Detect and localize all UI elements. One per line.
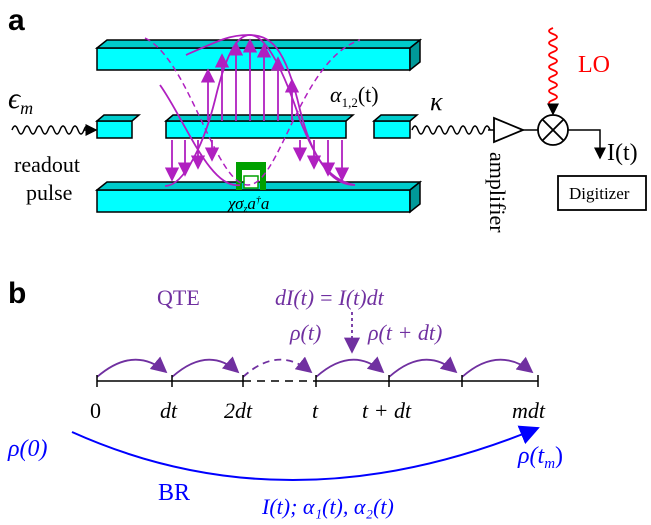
br-label: BR — [158, 480, 190, 506]
tick-t-dt: t + dt — [362, 398, 412, 423]
tick-t: t — [312, 398, 319, 423]
cavity-top-plate — [94, 38, 423, 72]
output-wave — [411, 125, 491, 135]
field-arrows — [164, 38, 350, 182]
digitizer-box — [557, 175, 647, 211]
center-conductor-right — [371, 114, 420, 139]
center-conductor-middle — [163, 114, 356, 139]
epsilon-label: ϵm — [8, 82, 33, 118]
br-arc — [71, 425, 540, 481]
qte-label: QTE — [157, 285, 200, 310]
mixer-symbol — [537, 114, 569, 146]
br-measurement-label: I(t); α₁(t), α₂(t) — [261, 494, 394, 519]
amplifier-label: amplifier — [485, 152, 510, 233]
rho-0-label: ρ(0) — [7, 436, 48, 462]
field-mode-solid-2 — [164, 34, 356, 187]
panel-a-label: a — [8, 4, 25, 37]
tick-0: 0 — [90, 398, 101, 423]
cavity-bottom-plate — [94, 180, 423, 214]
digitizer-label: Digitizer — [569, 184, 630, 203]
mixer-to-digitizer-line — [568, 129, 606, 160]
tick-dt: dt — [160, 398, 178, 423]
readout-label-line1: readout — [14, 152, 80, 177]
lo-wave — [548, 27, 558, 107]
center-conductor-left — [94, 114, 142, 139]
amplifier-symbol — [493, 116, 526, 144]
qubit — [236, 162, 266, 190]
field-mode-dashed — [144, 37, 361, 186]
hamiltonian-label: χσza†a — [226, 194, 269, 215]
readout-pulse-wave — [11, 125, 91, 135]
tick-2dt: 2dt — [224, 398, 253, 423]
alpha-label: α1,2(t) — [330, 82, 379, 110]
rho-t-label: ρ(t) — [289, 320, 321, 345]
qte-arcs — [96, 356, 534, 378]
rho-tm-label: ρ(tm) — [517, 443, 563, 472]
readout-label-line2: pulse — [26, 180, 72, 205]
tick-mdt: mdt — [512, 398, 546, 423]
rho-t-dt-label: ρ(t + dt) — [367, 320, 442, 345]
kappa-label: κ — [430, 87, 443, 116]
lo-label: LO — [578, 52, 610, 78]
panel-b-label: b — [8, 277, 26, 310]
output-label: I(t) — [607, 140, 638, 166]
measurement-equation: dI(t) = I(t)dt — [275, 285, 385, 310]
time-axis — [96, 375, 539, 387]
